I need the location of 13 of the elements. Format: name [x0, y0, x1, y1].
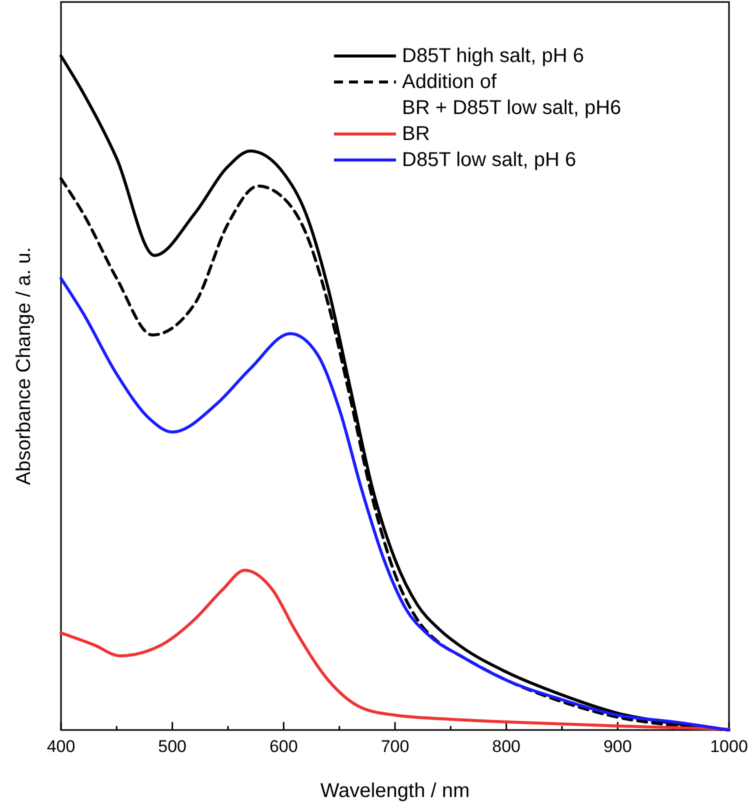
x-axis-title: Wavelength / nm — [320, 780, 470, 802]
legend-label: D85T low salt, pH 6 — [402, 149, 576, 171]
x-tick-label: 500 — [158, 737, 187, 756]
y-axis-title: Absorbance Change / a. u. — [13, 247, 35, 485]
x-tick-label: 700 — [380, 737, 410, 756]
x-tick-label: 600 — [269, 737, 298, 756]
legend-label: D85T high salt, pH 6 — [402, 45, 584, 67]
x-tick-label: 900 — [603, 737, 632, 756]
legend-label: Addition of BR + D85T low salt, pH6 — [402, 71, 622, 119]
x-tick-label: 1000 — [710, 737, 748, 756]
x-tick-label: 400 — [46, 737, 76, 756]
x-tick-label: 800 — [492, 737, 521, 756]
legend-label: BR — [402, 123, 430, 145]
